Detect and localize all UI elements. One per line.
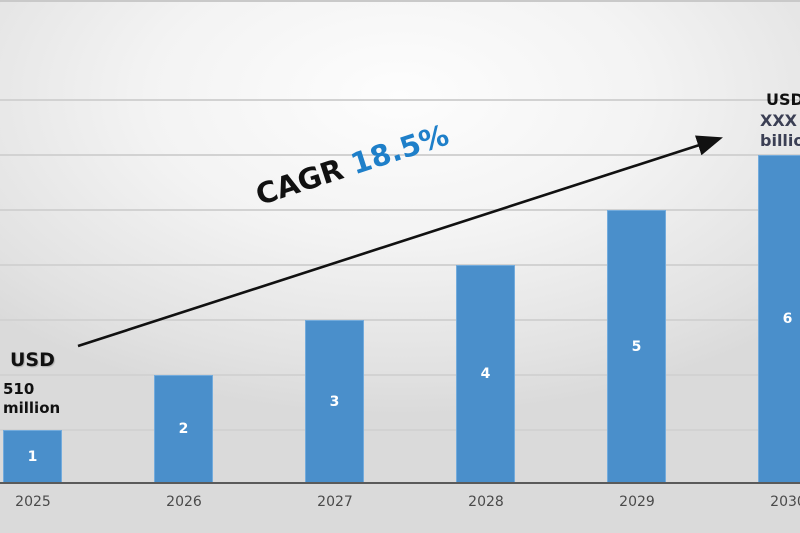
bar-2029: 5 [607, 210, 666, 483]
bar-2027: 3 [305, 320, 364, 483]
end-value-amount: XXX billion [760, 111, 800, 151]
start-value-amount: 510 million [3, 380, 60, 418]
gridline [0, 209, 800, 211]
bar-value-label: 6 [782, 311, 793, 327]
end-value-number: XXX [760, 111, 798, 130]
end-value-unit: billion [760, 131, 800, 150]
bar-value-label: 1 [27, 448, 38, 465]
top-border [0, 0, 800, 2]
gridline [0, 429, 800, 431]
x-tick-label: 2025 [15, 494, 51, 510]
gridline [0, 99, 800, 101]
bar-value-label: 4 [480, 366, 491, 382]
gridline [0, 264, 800, 266]
x-tick-label: 2030 [770, 494, 800, 510]
gridline [0, 374, 800, 376]
bar-2026: 2 [154, 375, 213, 483]
start-value-number: 510 [3, 380, 35, 398]
bar-value-label: 3 [329, 393, 340, 410]
end-value-currency: USD [766, 90, 800, 109]
start-value-currency: USD [10, 349, 55, 371]
gridline [0, 319, 800, 321]
x-tick-label: 2028 [468, 494, 504, 510]
x-axis-line [0, 482, 800, 484]
bar-2028: 4 [456, 265, 515, 483]
bar-2030: 6 [758, 155, 800, 483]
x-tick-label: 2027 [317, 494, 353, 510]
bar-value-label: 2 [178, 421, 189, 437]
x-tick-label: 2026 [166, 494, 202, 510]
gridline [0, 154, 800, 156]
start-value-unit: million [3, 398, 61, 417]
x-tick-label: 2029 [619, 494, 655, 510]
bar-value-label: 5 [631, 338, 642, 355]
bar-2025: 1 [3, 430, 62, 483]
